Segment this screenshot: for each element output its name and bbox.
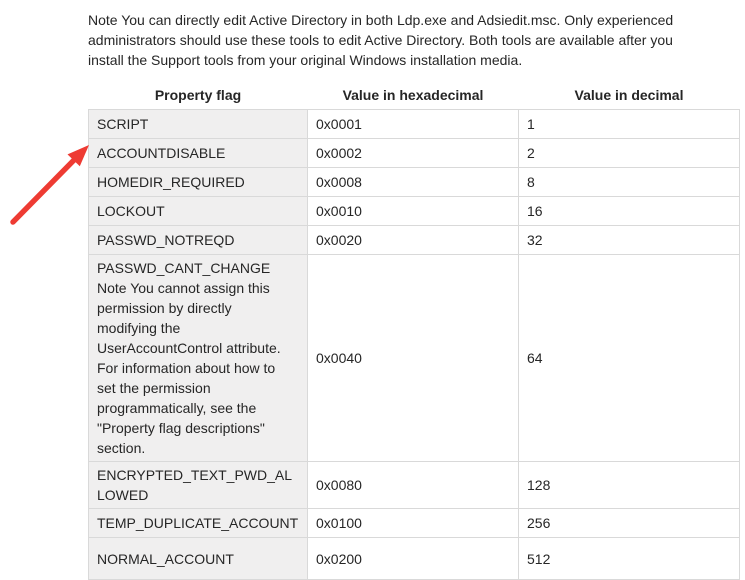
table-row: PASSWD_NOTREQD 0x0020 32 — [88, 225, 740, 255]
dec-value-cell: 2 — [518, 138, 740, 168]
table-row: NORMAL_ACCOUNT 0x0200 512 — [88, 537, 740, 580]
flag-cell: SCRIPT — [88, 109, 308, 139]
hex-value-cell: 0x0100 — [307, 508, 519, 538]
dec-value-cell: 128 — [518, 461, 740, 509]
hex-value-cell: 0x0002 — [307, 138, 519, 168]
hex-value-cell: 0x0020 — [307, 225, 519, 255]
document-page: Note You can directly edit Active Direct… — [88, 10, 740, 580]
hex-value-cell: 0x0200 — [307, 537, 519, 580]
dec-value-cell: 1 — [518, 109, 740, 139]
hex-value-cell: 0x0010 — [307, 196, 519, 226]
header-value-decimal: Value in decimal — [574, 87, 684, 103]
table-row: HOMEDIR_REQUIRED 0x0008 8 — [88, 167, 740, 197]
table-body: SCRIPT 0x0001 1 ACCOUNTDISABLE 0x0002 2 HOMEDI… — [88, 109, 740, 580]
flag-cell: ACCOUNTDISABLE — [88, 138, 308, 168]
flag-cell: PASSWD_NOTREQD — [88, 225, 308, 255]
property-flags-table: Property flag Value in hexadecimal Value… — [88, 70, 740, 580]
red-arrow-annotation-icon — [10, 145, 89, 225]
dec-value-cell: 512 — [518, 537, 740, 580]
table-row: LOCKOUT 0x0010 16 — [88, 196, 740, 226]
flag-cell: ENCRYPTED_TEXT_PWD_ALLOWED — [88, 461, 308, 509]
header-value-hexadecimal: Value in hexadecimal — [342, 87, 484, 103]
table-row: ACCOUNTDISABLE 0x0002 2 — [88, 138, 740, 168]
header-property-flag: Property flag — [154, 87, 242, 103]
dec-value-cell: 16 — [518, 196, 740, 226]
dec-value-cell: 8 — [518, 167, 740, 197]
dec-value-cell: 32 — [518, 225, 740, 255]
dec-value-cell: 64 — [518, 254, 740, 462]
flag-cell: HOMEDIR_REQUIRED — [88, 167, 308, 197]
flag-cell: LOCKOUT — [88, 196, 308, 226]
table-header-row: Property flag Value in hexadecimal Value… — [89, 70, 740, 110]
table-row: PASSWD_CANT_CHANGE Note You cannot assig… — [88, 254, 740, 462]
table-row: SCRIPT 0x0001 1 — [88, 109, 740, 139]
hex-value-cell: 0x0040 — [307, 254, 519, 462]
hex-value-cell: 0x0008 — [307, 167, 519, 197]
dec-value-cell: 256 — [518, 508, 740, 538]
flag-cell: NORMAL_ACCOUNT — [88, 537, 308, 580]
table-row: ENCRYPTED_TEXT_PWD_ALLOWED 0x0080 128 — [88, 461, 740, 509]
hex-value-cell: 0x0080 — [307, 461, 519, 509]
table-row: TEMP_DUPLICATE_ACCOUNT 0x0100 256 — [88, 508, 740, 538]
hex-value-cell: 0x0001 — [307, 109, 519, 139]
note-paragraph: Note You can directly edit Active Direct… — [88, 12, 674, 68]
flag-cell: TEMP_DUPLICATE_ACCOUNT — [88, 508, 308, 538]
flag-cell: PASSWD_CANT_CHANGE Note You cannot assig… — [88, 254, 308, 462]
